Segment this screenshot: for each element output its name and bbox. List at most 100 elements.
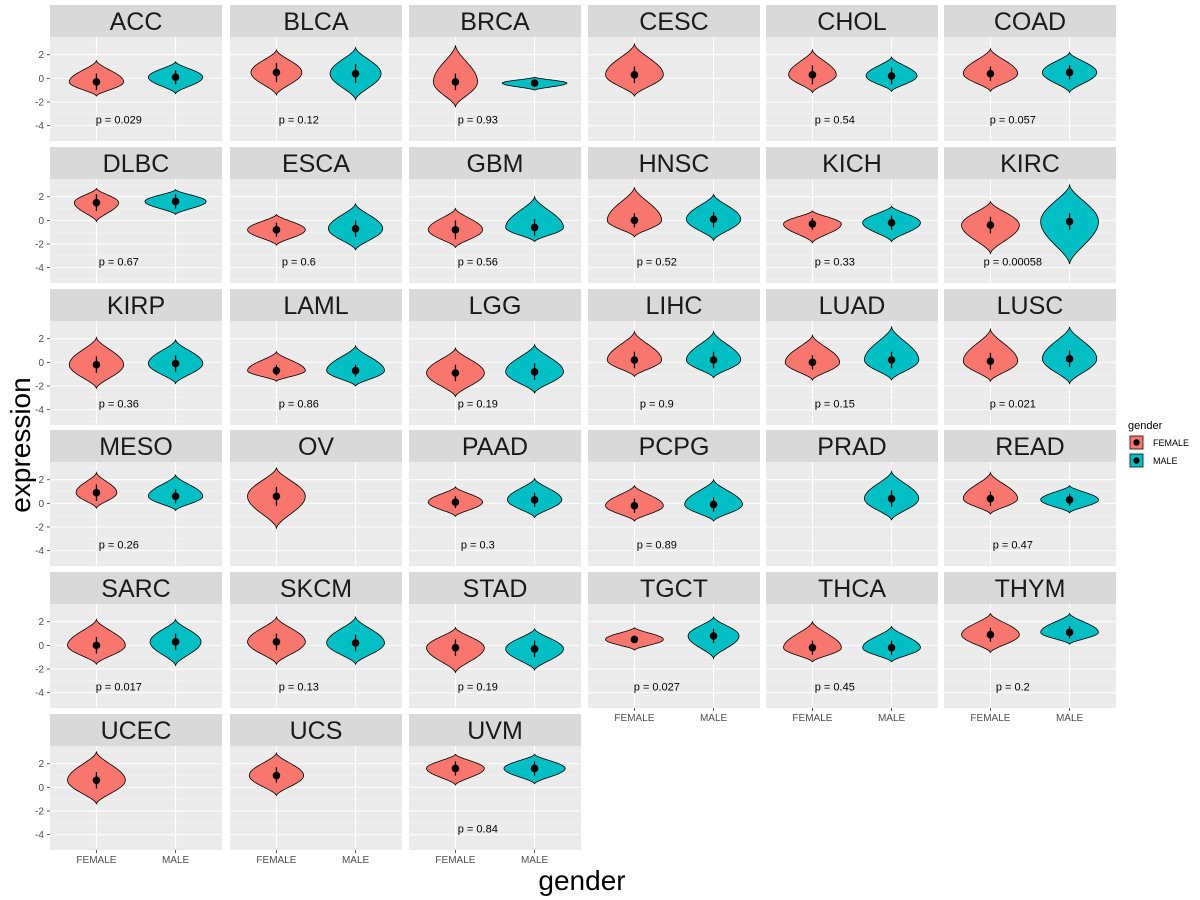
median-point-male bbox=[171, 197, 180, 206]
facet-strip bbox=[588, 572, 760, 604]
y-tick-label: 0 bbox=[38, 74, 44, 85]
facet-title: TGCT bbox=[640, 575, 708, 603]
median-point-female bbox=[986, 69, 995, 78]
facet-panel-lusc: LUSC p = 0.021 bbox=[944, 289, 1116, 425]
y-tick-label: 0 bbox=[38, 216, 44, 227]
facet-panel-thca: THCA p = 0.45 FEMALE MALE bbox=[766, 572, 938, 724]
facet-panel-dlbc: DLBC p = 0.67 -4 -2 0 2 bbox=[35, 147, 222, 283]
facet-strip bbox=[230, 430, 402, 462]
facet-panel-kirp: KIRP p = 0.36 -4 -2 0 2 bbox=[35, 289, 222, 425]
facet-title: MESO bbox=[99, 433, 173, 461]
legend-point bbox=[1133, 457, 1140, 464]
facet-panel-kich: KICH p = 0.33 bbox=[766, 147, 938, 283]
facet-panel-laml: LAML p = 0.86 bbox=[230, 289, 402, 425]
median-point-female bbox=[451, 369, 460, 377]
facet-strip bbox=[766, 289, 938, 321]
median-point-female bbox=[92, 198, 101, 207]
y-tick-label: 2 bbox=[38, 50, 44, 61]
facet-title: BLCA bbox=[283, 8, 349, 36]
median-point-male bbox=[709, 215, 718, 223]
median-point-male bbox=[709, 356, 718, 364]
facet-title: CHOL bbox=[817, 8, 887, 36]
p-value-label: p = 0.13 bbox=[279, 681, 319, 693]
p-value-label: p = 0.52 bbox=[637, 256, 677, 268]
facet-strip bbox=[588, 147, 760, 179]
median-point-male bbox=[887, 72, 896, 80]
median-point-female bbox=[451, 78, 460, 86]
facet-title: LUAD bbox=[819, 292, 886, 320]
median-point-male bbox=[351, 366, 360, 375]
facet-panel-brca: BRCA p = 0.93 bbox=[409, 5, 581, 141]
facet-strip bbox=[409, 572, 581, 604]
median-point-male bbox=[530, 368, 539, 376]
p-value-label: p = 0.9 bbox=[640, 398, 674, 410]
facet-panel-stad: STAD p = 0.19 bbox=[409, 572, 581, 708]
facet-strip bbox=[50, 572, 222, 604]
facet-panel-esca: ESCA p = 0.6 bbox=[230, 147, 402, 283]
y-tick-label: 0 bbox=[38, 358, 44, 369]
p-value-label: p = 0.2 bbox=[996, 681, 1030, 693]
p-value-label: p = 0.19 bbox=[458, 681, 498, 693]
facet-title: READ bbox=[995, 433, 1064, 461]
x-tick-label: MALE bbox=[1056, 713, 1084, 724]
median-point-male bbox=[530, 496, 539, 504]
median-point-female bbox=[630, 356, 639, 364]
facet-strip bbox=[944, 572, 1116, 604]
median-point-female bbox=[451, 498, 460, 506]
p-value-label: p = 0.45 bbox=[815, 681, 855, 693]
facet-strip bbox=[766, 147, 938, 179]
facet-panel-luad: LUAD p = 0.15 bbox=[766, 289, 938, 425]
median-point-female bbox=[986, 221, 995, 229]
facet-panel-hnsc: HNSC p = 0.52 bbox=[588, 147, 760, 283]
facet-panel-read: READ p = 0.47 bbox=[944, 430, 1116, 566]
median-point-female bbox=[451, 764, 460, 773]
facet-title: PCPG bbox=[639, 433, 710, 461]
facet-strip bbox=[409, 714, 581, 746]
violin-male bbox=[505, 195, 564, 243]
facet-title: ACC bbox=[110, 8, 163, 36]
median-point-male bbox=[530, 764, 539, 773]
median-point-female bbox=[92, 641, 101, 650]
median-point-female bbox=[986, 357, 995, 365]
facet-title: COAD bbox=[994, 8, 1066, 36]
legend-point bbox=[1133, 439, 1140, 446]
facet-panel-chol: CHOL p = 0.54 bbox=[766, 5, 938, 141]
p-value-label: p = 0.12 bbox=[279, 114, 319, 126]
median-point-male bbox=[530, 79, 539, 87]
y-tick-label: 2 bbox=[38, 759, 44, 770]
x-axis-title: gender bbox=[538, 865, 625, 896]
y-axis-title: expression bbox=[5, 377, 36, 512]
facet-panel-acc: ACC p = 0.029 -4 -2 0 2 bbox=[35, 5, 222, 141]
facet-panel-cesc: CESC bbox=[588, 5, 760, 141]
facet-strip bbox=[230, 5, 402, 37]
facet-strip bbox=[50, 147, 222, 179]
p-value-label: p = 0.36 bbox=[99, 398, 139, 410]
facet-title: HNSC bbox=[639, 150, 710, 178]
facet-title: KIRP bbox=[107, 292, 165, 320]
p-value-label: p = 0.84 bbox=[458, 823, 498, 835]
facet-title: GBM bbox=[467, 150, 524, 178]
median-point-male bbox=[530, 223, 539, 232]
facet-title: THYM bbox=[995, 575, 1066, 603]
median-point-female bbox=[808, 71, 817, 79]
median-point-male bbox=[1065, 68, 1074, 77]
facet-panel-ov: OV bbox=[230, 430, 402, 566]
facet-title: THCA bbox=[818, 575, 886, 603]
facet-panel-ucs: UCS FEMALE MALE bbox=[230, 714, 402, 866]
facet-strip bbox=[944, 289, 1116, 321]
facet-panel-blca: BLCA p = 0.12 bbox=[230, 5, 402, 141]
median-point-male bbox=[351, 224, 360, 233]
median-point-female bbox=[272, 366, 281, 375]
facet-panel-prad: PRAD bbox=[766, 430, 938, 566]
facet-panel-meso: MESO p = 0.26 -4 -2 0 2 bbox=[35, 430, 222, 566]
y-tick-label: -4 bbox=[35, 546, 44, 557]
facet-strip bbox=[230, 289, 402, 321]
y-tick-label: 0 bbox=[38, 783, 44, 794]
x-tick-label: FEMALE bbox=[792, 713, 832, 724]
facet-title: LUSC bbox=[997, 292, 1064, 320]
legend: gender FEMALE MALE bbox=[1128, 420, 1189, 469]
violin-female bbox=[606, 187, 662, 238]
y-tick-label: -4 bbox=[35, 121, 44, 132]
median-point-male bbox=[171, 492, 180, 501]
median-point-male bbox=[887, 494, 896, 503]
